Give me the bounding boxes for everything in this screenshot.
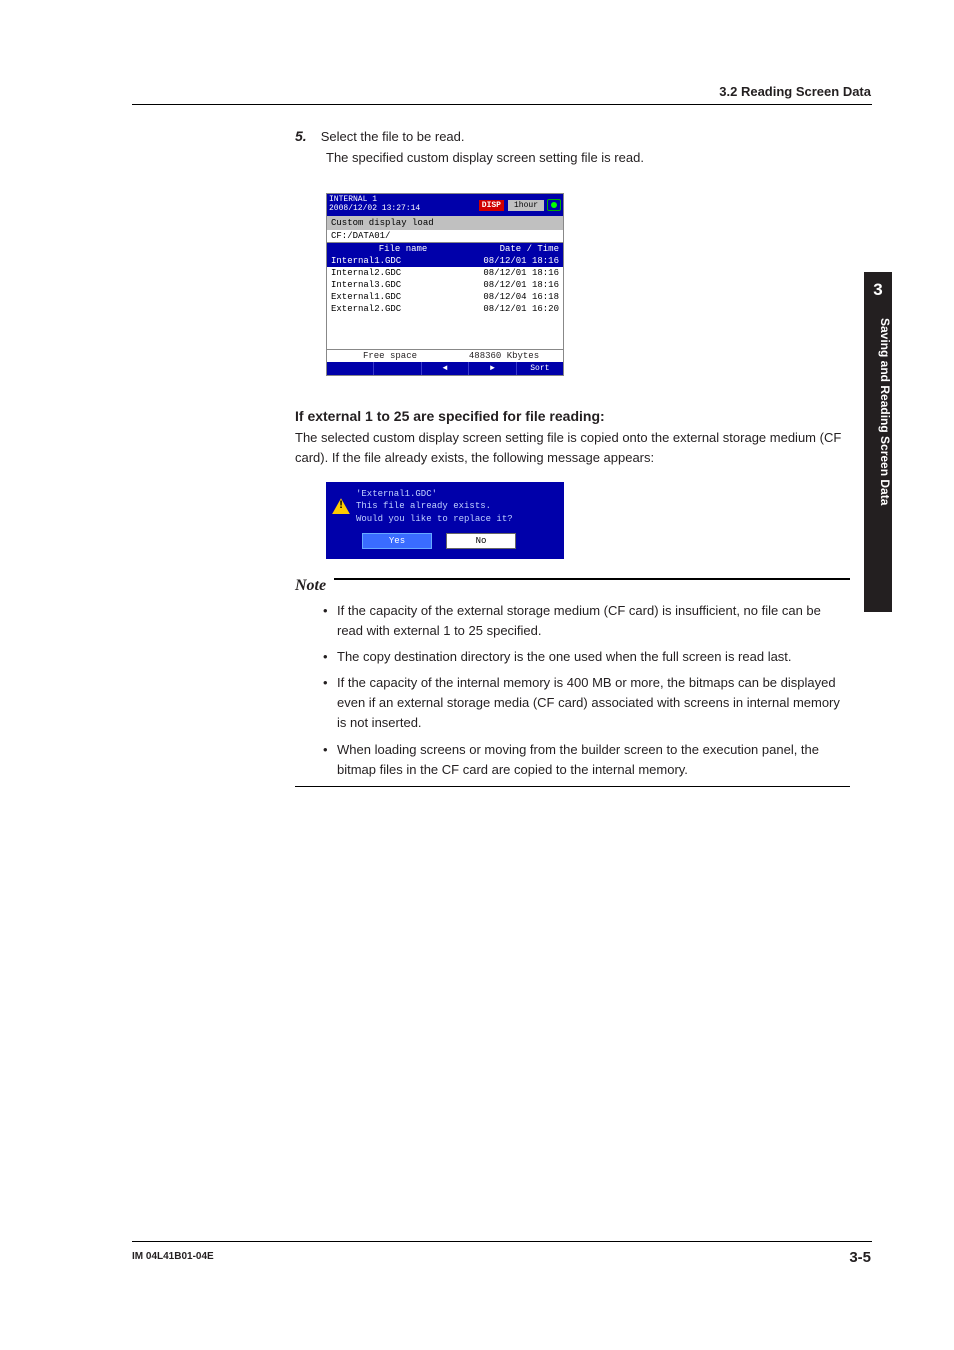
file-row[interactable]: External2.GDC08/12/01 16:20 <box>327 303 563 315</box>
file-date: 08/12/01 18:16 <box>475 268 559 278</box>
footer-doc-id: IM 04L41B01-04E <box>132 1251 214 1262</box>
section-body: The selected custom display screen setti… <box>295 428 850 468</box>
file-rows: Internal1.GDC08/12/01 18:16Internal2.GDC… <box>327 255 563 315</box>
device-info: INTERNAL 1 2008/12/02 13:27:14 <box>329 196 479 214</box>
dialog-filename: 'External1.GDC' <box>356 488 513 500</box>
content: 5. Select the file to be read. The speci… <box>295 128 850 787</box>
file-date: 08/12/04 16:18 <box>475 292 559 302</box>
warning-icon: ! <box>332 498 350 514</box>
foot-btn-2[interactable]: ◄ <box>422 362 469 375</box>
file-list-screenshot: INTERNAL 1 2008/12/02 13:27:14 DISP 1hou… <box>326 193 564 376</box>
file-date: 08/12/01 18:16 <box>475 280 559 290</box>
note-list: If the capacity of the external storage … <box>295 601 850 780</box>
header-rule <box>132 104 872 105</box>
disp-button[interactable]: DISP <box>479 200 504 211</box>
screenshot-path: CF:/DATA01/ <box>327 230 563 243</box>
screenshot-title: Custom display load <box>327 216 563 230</box>
file-row[interactable]: Internal2.GDC08/12/01 18:16 <box>327 267 563 279</box>
note-rule <box>334 578 850 580</box>
dialog-line1: This file already exists. <box>356 500 513 512</box>
table-header: File name Date / Time <box>327 243 563 255</box>
file-name: Internal1.GDC <box>331 256 475 266</box>
confirm-dialog: ! 'External1.GDC' This file already exis… <box>326 482 564 558</box>
screenshot-header: INTERNAL 1 2008/12/02 13:27:14 DISP 1hou… <box>327 194 563 216</box>
note-item: The copy destination directory is the on… <box>323 647 850 667</box>
side-tab: 3 Saving and Reading Screen Data <box>864 272 892 612</box>
step-line: 5. Select the file to be read. <box>295 128 850 144</box>
yes-button[interactable]: Yes <box>362 533 432 549</box>
dialog-message: 'External1.GDC' This file already exists… <box>356 488 513 524</box>
col-filename: File name <box>331 244 475 254</box>
screenshot-footer: ◄ ► Sort <box>327 362 563 375</box>
free-space-row: Free space 488360 Kbytes <box>327 349 563 362</box>
footer-rule <box>132 1241 872 1242</box>
dialog-line2: Would you like to replace it? <box>356 513 513 525</box>
file-row[interactable]: Internal1.GDC08/12/01 18:16 <box>327 255 563 267</box>
foot-btn-4[interactable]: Sort <box>517 362 563 375</box>
file-name: External1.GDC <box>331 292 475 302</box>
file-name: Internal2.GDC <box>331 268 475 278</box>
note-label: Note <box>295 577 326 595</box>
note-item: If the capacity of the external storage … <box>323 601 850 641</box>
file-date: 08/12/01 16:20 <box>475 304 559 314</box>
note-end-rule <box>295 786 850 787</box>
col-datetime: Date / Time <box>475 244 559 254</box>
no-button[interactable]: No <box>446 533 516 549</box>
page: 3.2 Reading Screen Data 3 Saving and Rea… <box>0 0 954 1350</box>
header-section: 3.2 Reading Screen Data <box>719 84 871 99</box>
chapter-title: Saving and Reading Screen Data <box>864 314 892 604</box>
note-item: When loading screens or moving from the … <box>323 740 850 780</box>
note-header: Note <box>295 559 850 595</box>
status-indicator-icon <box>547 199 561 211</box>
section-heading: If external 1 to 25 are specified for fi… <box>295 408 850 424</box>
foot-btn-3[interactable]: ► <box>469 362 516 375</box>
free-space-value: 488360 Kbytes <box>449 351 559 361</box>
chapter-number: 3 <box>864 280 892 300</box>
step-number: 5. <box>295 128 307 144</box>
blank-area <box>327 315 563 349</box>
file-row[interactable]: Internal3.GDC08/12/01 18:16 <box>327 279 563 291</box>
foot-btn-1[interactable] <box>374 362 421 375</box>
free-space-label: Free space <box>331 351 449 361</box>
file-name: External2.GDC <box>331 304 475 314</box>
foot-btn-0[interactable] <box>327 362 374 375</box>
footer-page: 3-5 <box>849 1249 871 1266</box>
hour-button[interactable]: 1hour <box>508 200 544 211</box>
device-timestamp: 2008/12/02 13:27:14 <box>329 205 479 214</box>
step-subtext: The specified custom display screen sett… <box>326 150 850 165</box>
file-row[interactable]: External1.GDC08/12/04 16:18 <box>327 291 563 303</box>
file-date: 08/12/01 18:16 <box>475 256 559 266</box>
note-item: If the capacity of the internal memory i… <box>323 673 850 733</box>
file-name: Internal3.GDC <box>331 280 475 290</box>
step-text: Select the file to be read. <box>321 129 465 144</box>
